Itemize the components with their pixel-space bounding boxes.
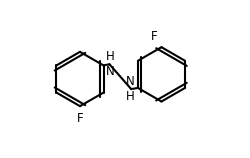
Text: H: H (126, 90, 135, 103)
Text: H: H (106, 50, 115, 64)
Text: F: F (77, 112, 83, 125)
Text: F: F (151, 30, 158, 43)
Text: N: N (126, 75, 135, 88)
Text: N: N (106, 65, 115, 78)
